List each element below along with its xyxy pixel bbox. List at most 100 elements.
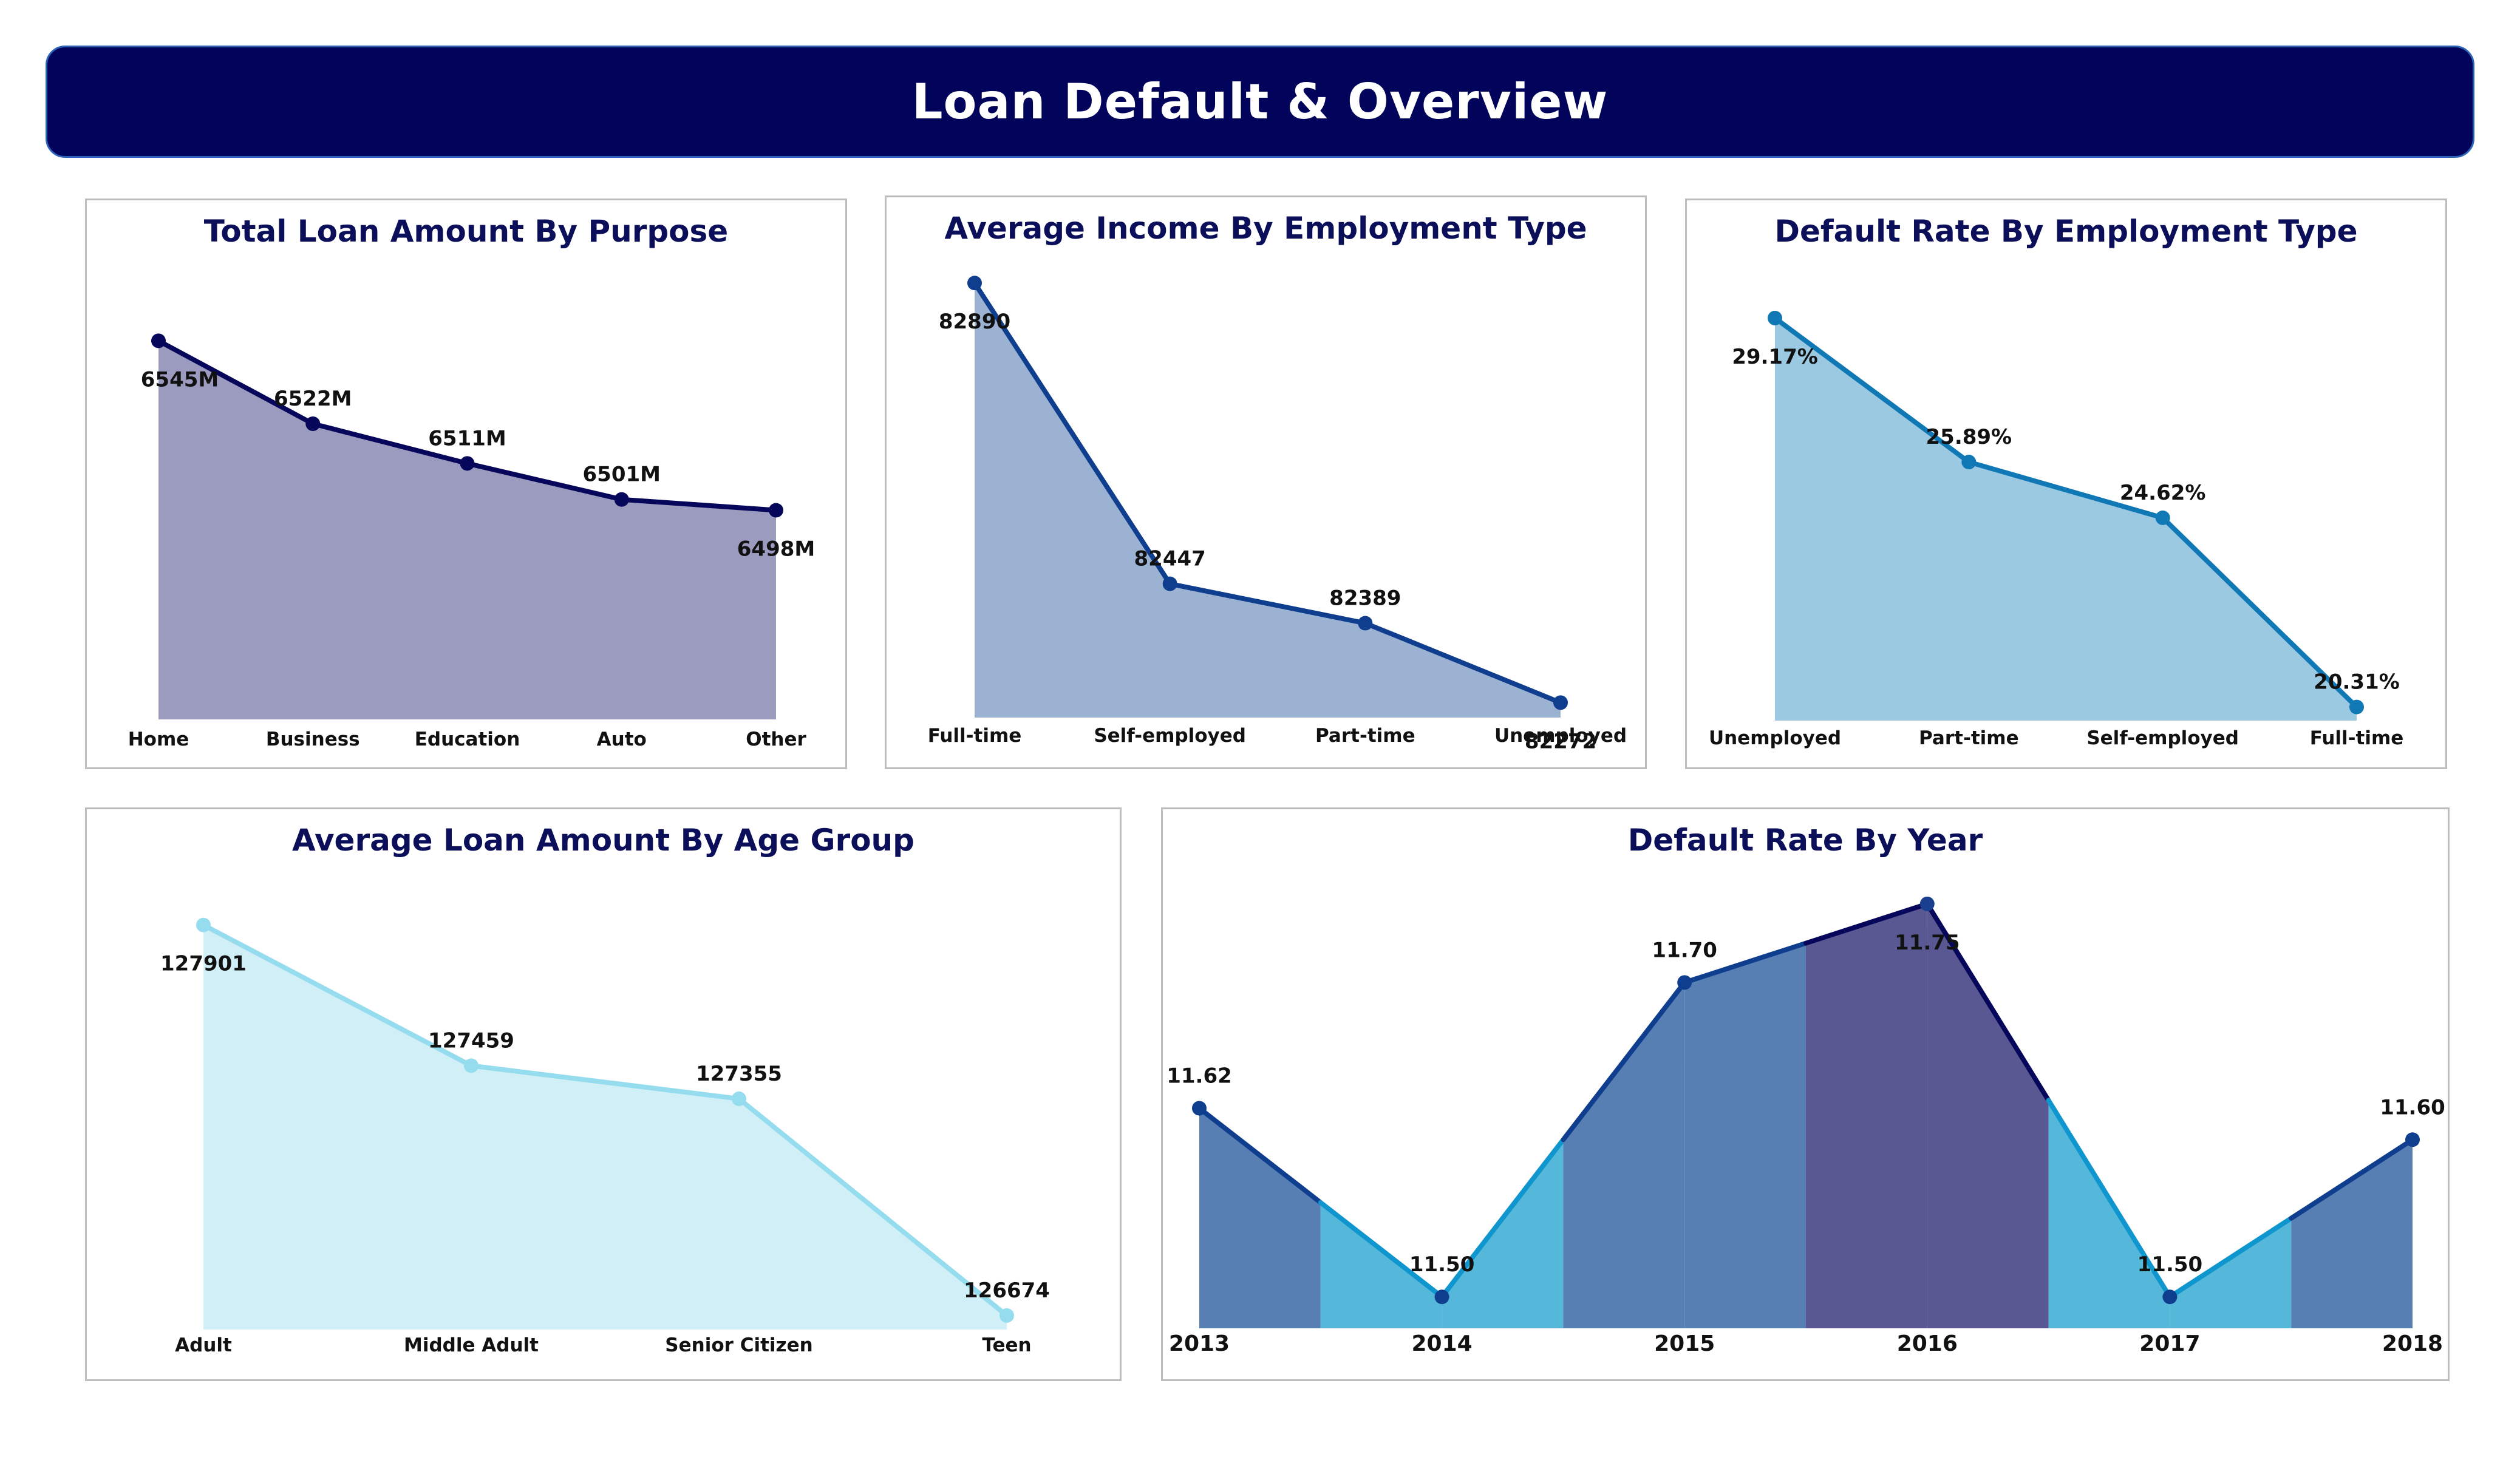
data-label-2014: 11.50 bbox=[1409, 1252, 1475, 1277]
area-band-2-0 bbox=[1684, 943, 1806, 1328]
chart-title-default-by-employment: Default Rate By Employment Type bbox=[1774, 214, 2358, 249]
data-point-senior-citizen bbox=[732, 1091, 746, 1106]
chart-panel-loan-by-age-group: 127901 Adult 127459 Middle Adult 127355 Senio… bbox=[85, 807, 1122, 1381]
x-tick-label-senior-citizen: Senior Citizen bbox=[665, 1334, 812, 1356]
data-point-other bbox=[769, 503, 783, 518]
x-tick-label-self-employed: Self-employed bbox=[1094, 725, 1246, 747]
data-point-2017 bbox=[2162, 1289, 2178, 1305]
dashboard-header: Loan Default & Overview bbox=[46, 46, 2474, 158]
series-line-segment-2-1 bbox=[1803, 901, 1930, 946]
data-point-unemployed bbox=[1768, 310, 1782, 325]
chart-plot-area: 11.62 2013 11.50 2014 11.70 2015 11.75 2016 11.5… bbox=[1166, 896, 2445, 1356]
x-tick-label-part-time: Part-time bbox=[1315, 725, 1415, 747]
data-point-part-time bbox=[1358, 616, 1373, 631]
data-label-education: 6511M bbox=[428, 426, 506, 450]
data-label-senior-citizen: 127355 bbox=[696, 1062, 782, 1086]
area-band-2-1 bbox=[1806, 903, 1927, 1328]
data-label-unemployed: 29.17% bbox=[1732, 345, 1818, 369]
area-band-1-1 bbox=[1563, 982, 1685, 1328]
x-tick-label-unemployed: Unemployed bbox=[1709, 727, 1841, 749]
data-point-auto bbox=[614, 492, 629, 507]
x-tick-label-2017: 2017 bbox=[2139, 1331, 2200, 1356]
data-point-2018 bbox=[2405, 1132, 2420, 1147]
chart-panel-default-by-year: 11.62 2013 11.50 2014 11.70 2015 11.75 2016 11.5… bbox=[1161, 807, 2450, 1381]
area-fill bbox=[975, 283, 1561, 718]
data-point-2015 bbox=[1677, 975, 1692, 990]
series-line-segment-1-1 bbox=[1561, 980, 1687, 1143]
data-point-home bbox=[151, 333, 166, 348]
data-point-2016 bbox=[1919, 896, 1935, 911]
data-label-middle-adult: 127459 bbox=[428, 1028, 514, 1053]
data-label-full-time: 82890 bbox=[939, 310, 1010, 334]
series-line-segment-2-0 bbox=[1682, 940, 1808, 985]
data-point-teen bbox=[999, 1308, 1014, 1323]
x-tick-label-education: Education bbox=[415, 728, 520, 750]
x-tick-label-auto: Auto bbox=[597, 728, 647, 750]
chart-plot-area: 82890 Full-time 82447 Self-employed 82389 Par… bbox=[928, 276, 1627, 753]
data-label-teen: 126674 bbox=[964, 1279, 1050, 1303]
series-line bbox=[1773, 316, 2358, 709]
data-label-self-employed: 24.62% bbox=[2120, 481, 2206, 505]
chart-title-loan-by-age-group: Average Loan Amount By Age Group bbox=[292, 823, 914, 858]
data-point-unemployed bbox=[1553, 695, 1568, 710]
area-band-1-0 bbox=[1442, 1139, 1564, 1328]
chart-panel-default-by-employment: 29.17% Unemployed 25.89% Part-time 24.62% Sel… bbox=[1685, 199, 2447, 769]
x-tick-label-2015: 2015 bbox=[1654, 1331, 1715, 1356]
chart-panel-income-by-employment: 82890 Full-time 82447 Self-employed 82389 Par… bbox=[885, 195, 1647, 769]
chart-title-loan-by-purpose: Total Loan Amount By Purpose bbox=[203, 214, 729, 249]
data-label-part-time: 82389 bbox=[1329, 586, 1401, 611]
chart-plot-area: 127901 Adult 127459 Middle Adult 127355 Senio… bbox=[160, 917, 1050, 1356]
data-point-2014 bbox=[1434, 1289, 1449, 1305]
area-band-3-0 bbox=[1927, 903, 2049, 1328]
data-label-2017: 11.50 bbox=[2137, 1252, 2203, 1277]
data-label-full-time: 20.31% bbox=[2314, 670, 2400, 695]
area-band-4-0 bbox=[2170, 1218, 2292, 1328]
area-fill bbox=[203, 925, 1007, 1330]
data-point-adult bbox=[196, 917, 211, 932]
x-tick-label-adult: Adult bbox=[175, 1334, 232, 1356]
area-band-3-1 bbox=[2048, 1100, 2170, 1328]
data-label-2015: 11.70 bbox=[1652, 938, 1717, 962]
data-point-education bbox=[460, 456, 475, 471]
series-line-segment-0-0 bbox=[1197, 1105, 1323, 1205]
series-line-segment-1-0 bbox=[1439, 1137, 1566, 1300]
chart-title-income-by-employment: Average Income By Employment Type bbox=[944, 211, 1587, 246]
x-tick-label-business: Business bbox=[266, 728, 360, 750]
x-tick-label-2014: 2014 bbox=[1411, 1331, 1472, 1356]
area-fill bbox=[1775, 318, 2357, 721]
dashboard-title: Loan Default & Overview bbox=[911, 73, 1609, 130]
series-line-segment-4-0 bbox=[2167, 1215, 2294, 1300]
series-line-segment-3-0 bbox=[1924, 901, 2051, 1103]
series-line-segment-3-1 bbox=[2046, 1098, 2173, 1300]
data-point-business bbox=[305, 416, 321, 431]
data-label-2013: 11.62 bbox=[1166, 1064, 1232, 1089]
chart-plot-area: 29.17% Unemployed 25.89% Part-time 24.62% Sel… bbox=[1709, 310, 2404, 749]
area-fill bbox=[158, 341, 776, 719]
x-tick-label-other: Other bbox=[746, 728, 806, 750]
x-tick-label-unemployed: Unemployed bbox=[1494, 725, 1627, 747]
x-tick-label-full-time: Full-time bbox=[2310, 727, 2404, 749]
x-tick-label-full-time: Full-time bbox=[928, 725, 1022, 747]
chart-title-default-by-year: Default Rate By Year bbox=[1627, 823, 1983, 858]
data-point-full-time bbox=[967, 276, 982, 291]
x-tick-label-home: Home bbox=[128, 728, 189, 750]
x-tick-label-teen: Teen bbox=[982, 1334, 1031, 1356]
data-label-self-employed: 82447 bbox=[1134, 547, 1206, 571]
x-tick-label-part-time: Part-time bbox=[1919, 727, 2019, 749]
data-point-middle-adult bbox=[464, 1058, 478, 1073]
series-line bbox=[202, 923, 1009, 1318]
chart-panel-loan-by-purpose: 6545M Home 6522M Business 6511M Education 6501… bbox=[85, 199, 847, 769]
series-line-segment-4-1 bbox=[2289, 1137, 2415, 1221]
x-tick-label-2013: 2013 bbox=[1169, 1331, 1230, 1356]
data-label-business: 6522M bbox=[274, 387, 352, 411]
data-point-self-employed bbox=[2155, 510, 2170, 525]
data-label-adult: 127901 bbox=[160, 952, 247, 976]
data-point-self-employed bbox=[1162, 576, 1177, 591]
data-label-unemployed: 82272 bbox=[1525, 729, 1596, 753]
series-line-segment-0-1 bbox=[1318, 1200, 1445, 1300]
area-band-4-1 bbox=[2291, 1139, 2413, 1328]
data-label-part-time: 25.89% bbox=[1926, 425, 2012, 449]
x-tick-label-2018: 2018 bbox=[2382, 1331, 2443, 1356]
data-point-part-time bbox=[1961, 455, 1977, 470]
series-line bbox=[972, 282, 1562, 705]
